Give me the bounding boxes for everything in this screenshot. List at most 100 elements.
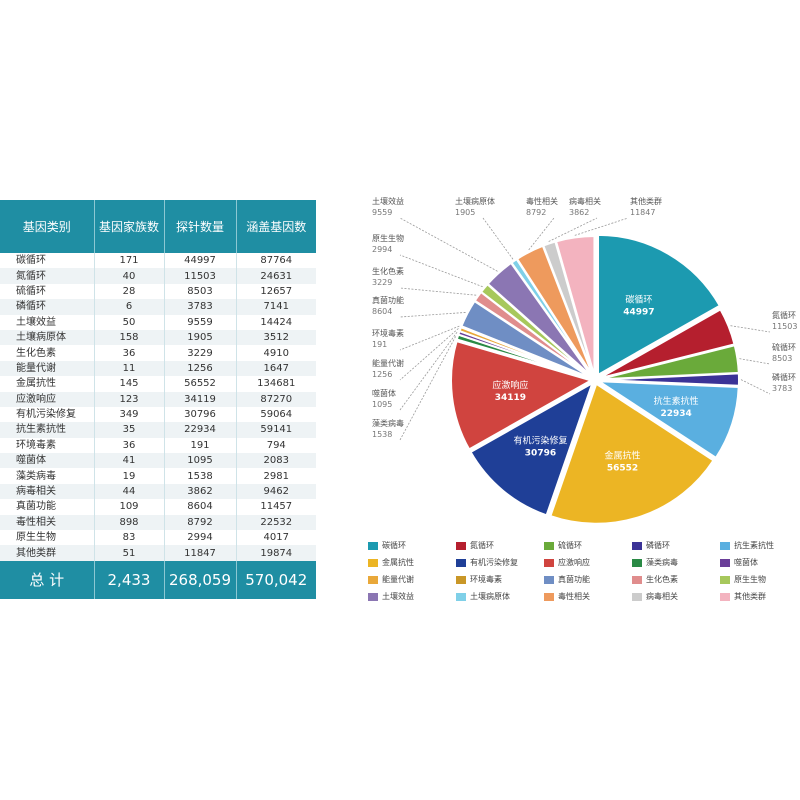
probe-count-cell: 3862 (164, 483, 237, 500)
pie-slice-label: 应激响应 (492, 379, 528, 391)
category-cell: 磷循环 (0, 299, 95, 315)
gene-count-cell: 14424 (236, 314, 316, 330)
family-count-cell: 123 (94, 391, 165, 407)
probe-count-cell: 1538 (164, 468, 237, 484)
table-row: 原生生物 83 2994 4017 (0, 530, 316, 546)
gene-count-cell: 11457 (236, 499, 316, 515)
legend-swatch (720, 592, 730, 601)
gene-count-cell: 3512 (236, 329, 316, 346)
category-cell: 氮循环 (0, 268, 95, 284)
pie-slice-label: 土壤病原体 (455, 196, 495, 206)
gene-count-cell: 24631 (236, 268, 316, 284)
table-row: 其他类群 51 11847 19874 (0, 545, 316, 561)
pie-slice-value: 8604 (372, 307, 392, 316)
gene-count-cell: 12657 (236, 283, 316, 300)
family-count-cell: 51 (94, 545, 165, 561)
category-cell: 噬菌体 (0, 453, 95, 469)
table-row: 土壤病原体 158 1905 3512 (0, 329, 316, 346)
table-row: 病毒相关 44 3862 9462 (0, 483, 316, 500)
family-count-cell: 35 (94, 422, 165, 438)
leader-line (548, 217, 598, 242)
pie-slice-label: 毒性相关 (526, 196, 558, 206)
gene-count-cell: 134681 (236, 376, 316, 392)
table-row: 真菌功能 109 8604 11457 (0, 499, 316, 515)
legend-label: 毒性相关 (558, 592, 590, 601)
pie-slice-value: 34119 (495, 393, 526, 403)
total-gene-count: 570,042 (236, 560, 316, 599)
leader-line (399, 217, 498, 272)
pie-slice-label: 碳循环 (625, 294, 652, 306)
legend-label: 金属抗性 (382, 558, 414, 567)
legend-label: 原生生物 (734, 575, 766, 584)
pie-slice (597, 233, 722, 377)
table-row: 藻类病毒 19 1538 2981 (0, 468, 316, 484)
pie-slice-label: 生化色素 (372, 266, 404, 276)
leader-line (574, 217, 629, 236)
legend-swatch (632, 592, 642, 601)
category-cell: 原生生物 (0, 530, 95, 546)
family-count-cell: 109 (94, 499, 165, 515)
legend-item: 生化色素 (632, 574, 678, 585)
legend-swatch (544, 575, 554, 584)
family-count-cell: 50 (94, 314, 165, 330)
legend-item: 噬菌体 (720, 557, 758, 568)
probe-count-cell: 8604 (164, 499, 237, 515)
leader-line (399, 331, 458, 411)
table-row: 金属抗性 145 56552 134681 (0, 376, 316, 392)
pie-slice-label: 磷循环 (772, 372, 796, 382)
gene-count-cell: 22532 (236, 514, 316, 531)
pie-slice-label: 硫循环 (772, 342, 796, 352)
family-count-cell: 6 (94, 299, 165, 315)
legend-swatch (720, 541, 730, 550)
legend-item: 土壤病原体 (456, 591, 510, 602)
legend-swatch (456, 541, 466, 550)
gene-count-cell: 4017 (236, 530, 316, 546)
leader-line (482, 217, 514, 260)
pie-slice-value: 56552 (607, 464, 638, 474)
legend-item: 应激响应 (544, 557, 590, 568)
table-row: 氮循环 40 11503 24631 (0, 268, 316, 284)
legend-label: 有机污染修复 (470, 558, 518, 567)
legend-swatch (632, 558, 642, 567)
family-count-cell: 44 (94, 483, 165, 500)
probe-count-cell: 34119 (164, 391, 237, 407)
leader-line (399, 328, 459, 381)
category-cell: 病毒相关 (0, 483, 95, 500)
gene-count-cell: 794 (236, 437, 316, 454)
pie-slice-label: 藻类病毒 (372, 418, 404, 428)
probe-distribution-pie-chart: 碳循环 44997 氮循环 11503 硫循环 8503 磷循环 3783 抗生素抗性 22934… (372, 196, 797, 525)
pie-slice-value: 3229 (372, 278, 392, 287)
pie-slice (450, 339, 594, 451)
family-count-cell: 158 (94, 329, 165, 346)
legend-label: 病毒相关 (646, 592, 678, 601)
legend-item: 病毒相关 (632, 591, 678, 602)
gene-count-cell: 2981 (236, 468, 316, 484)
legend-swatch (720, 558, 730, 567)
table-row: 生化色素 36 3229 4910 (0, 345, 316, 361)
table-total-row: 总 计 2,433 268,059 570,042 (0, 560, 316, 599)
legend-item: 藻类病毒 (632, 557, 678, 568)
probe-count-cell: 11847 (164, 545, 237, 561)
category-cell: 碳循环 (0, 253, 95, 269)
gene-count-cell: 2083 (236, 453, 316, 469)
probe-count-cell: 11503 (164, 268, 237, 284)
gene-count-cell: 87270 (236, 391, 316, 407)
category-cell: 能量代谢 (0, 360, 95, 377)
category-cell: 有机污染修复 (0, 406, 95, 423)
pie-slice-value: 8503 (772, 354, 792, 363)
probe-count-cell: 1256 (164, 360, 237, 377)
column-header-category: 基因类别 (0, 200, 95, 253)
pie-slice (469, 380, 595, 517)
probe-count-cell: 191 (164, 437, 237, 454)
pie-slice-label: 原生生物 (372, 233, 404, 243)
legend-item: 有机污染修复 (456, 557, 518, 568)
leader-line (730, 325, 771, 333)
probe-count-cell: 3229 (164, 345, 237, 361)
family-count-cell: 349 (94, 406, 165, 423)
legend-item: 毒性相关 (544, 591, 590, 602)
category-cell: 环境毒素 (0, 437, 95, 454)
gene-count-cell: 87764 (236, 253, 316, 269)
legend-item: 抗生素抗性 (720, 540, 774, 551)
legend-label: 生化色素 (646, 575, 678, 584)
table-row: 抗生素抗性 35 22934 59141 (0, 422, 316, 438)
